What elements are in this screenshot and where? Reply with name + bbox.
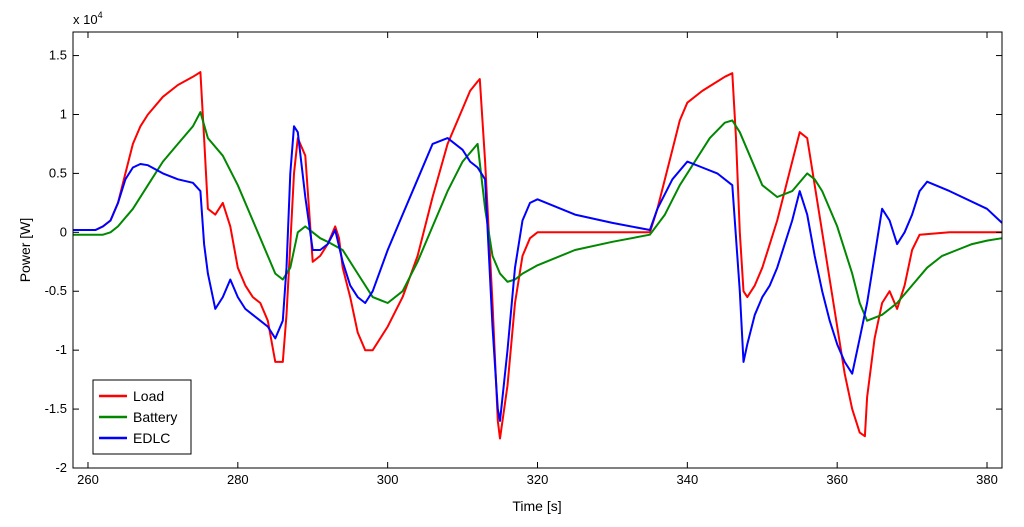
legend-label-load: Load bbox=[133, 388, 164, 404]
series-line-battery bbox=[73, 111, 1003, 322]
y-tick-label: 1.5 bbox=[49, 48, 67, 63]
x-tick-label: 360 bbox=[826, 472, 848, 487]
x-tick-label: 320 bbox=[527, 472, 549, 487]
y-tick-label: -1 bbox=[55, 342, 67, 357]
legend: Load Battery EDLC bbox=[92, 379, 192, 455]
y-tick-label: 0 bbox=[60, 224, 67, 239]
y-tick-label: 0.5 bbox=[49, 165, 67, 180]
legend-label-edlc: EDLC bbox=[133, 430, 170, 446]
y-axis-label: Power [W] bbox=[17, 218, 33, 283]
y-tick-label: 1 bbox=[60, 106, 67, 121]
y-tick-label: -2 bbox=[55, 460, 67, 475]
y-tick-label: -0.5 bbox=[45, 283, 67, 298]
y-ticks: -2 -1.5 -1 -0.5 0 0.5 1 1.5 bbox=[45, 48, 1002, 475]
x-tick-label: 260 bbox=[77, 472, 99, 487]
x-tick-label: 380 bbox=[976, 472, 998, 487]
plot-area bbox=[73, 32, 1002, 468]
x-tick-label: 300 bbox=[377, 472, 399, 487]
x-tick-label: 340 bbox=[676, 472, 698, 487]
y-exponent-label: x 104 bbox=[73, 10, 103, 27]
legend-label-battery: Battery bbox=[133, 409, 177, 425]
series-line-edlc bbox=[73, 125, 1003, 422]
x-tick-label: 280 bbox=[227, 472, 249, 487]
y-tick-label: -1.5 bbox=[45, 401, 67, 416]
y-exponent-power: 4 bbox=[98, 10, 103, 20]
x-ticks: 260 280 300 320 340 360 380 bbox=[77, 32, 998, 487]
x-axis-label: Time [s] bbox=[512, 498, 561, 514]
series-layer bbox=[73, 71, 1003, 440]
